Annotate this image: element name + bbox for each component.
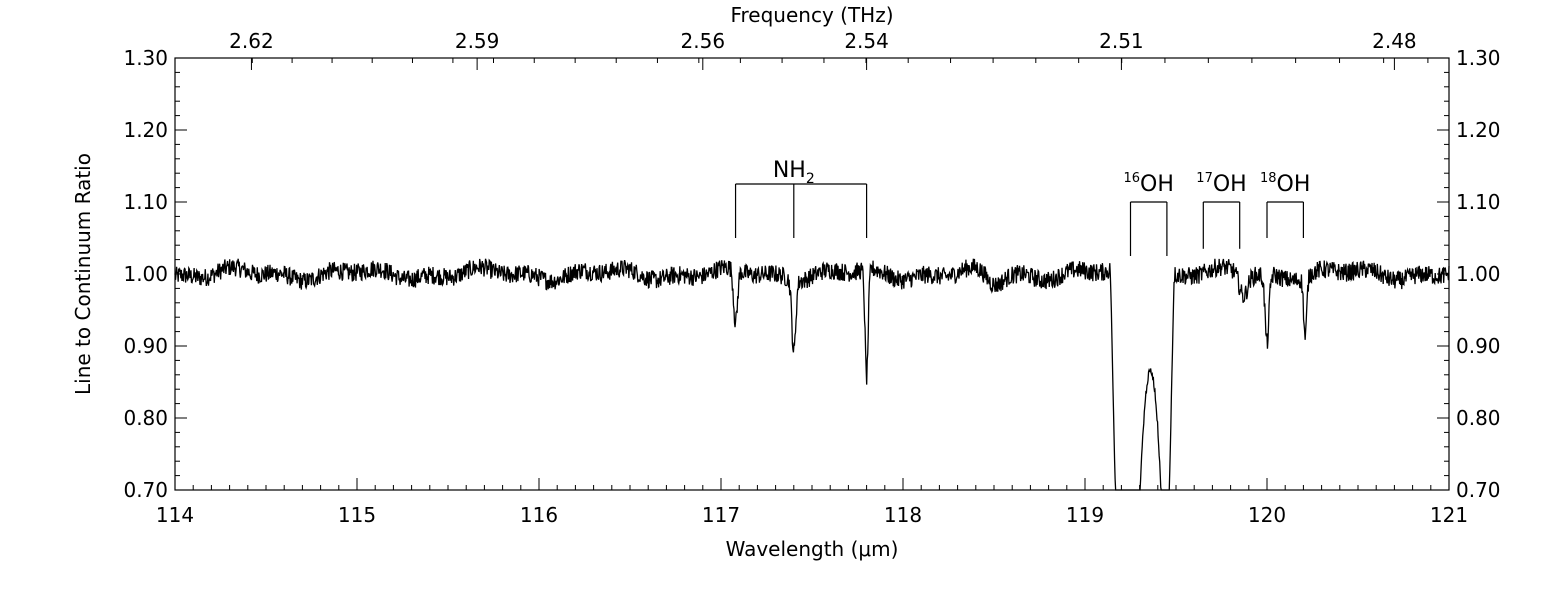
- y-right-tick-label: 1.30: [1456, 46, 1501, 70]
- x-tick-label: 120: [1248, 503, 1286, 527]
- y-left-tick-label: 1.20: [123, 118, 168, 142]
- x-tick-label: 114: [156, 503, 194, 527]
- x-tick-label: 121: [1430, 503, 1468, 527]
- y-right-tick-label: 0.80: [1456, 406, 1501, 430]
- top-tick-label: 2.54: [844, 29, 889, 53]
- top-axis-title: Frequency (THz): [730, 3, 893, 27]
- molecule-label: 16OH: [1123, 171, 1173, 197]
- x-tick-label: 119: [1066, 503, 1104, 527]
- molecule-label: 18OH: [1260, 171, 1310, 197]
- x-axis-title: Wavelength (μm): [726, 537, 899, 561]
- top-tick-label: 2.48: [1372, 29, 1417, 53]
- molecule-label: 17OH: [1196, 171, 1246, 197]
- y-left-tick-label: 0.70: [123, 478, 168, 502]
- y-left-tick-label: 1.10: [123, 190, 168, 214]
- y-right-tick-label: 0.70: [1456, 478, 1501, 502]
- x-tick-label: 116: [520, 503, 558, 527]
- x-tick-label: 115: [338, 503, 376, 527]
- molecule-annotations: NH2 16OH 17OH 18OH: [734, 158, 1310, 256]
- y-left-tick-label: 1.30: [123, 46, 168, 70]
- y-right-tick-label: 0.90: [1456, 334, 1501, 358]
- y-axis-title: Line to Continuum Ratio: [71, 153, 95, 395]
- spectrum-series-line: [174, 258, 1450, 491]
- molecule-label: NH2: [773, 158, 815, 187]
- y-left-tick-label: 1.00: [123, 262, 168, 286]
- y-right-tick-label: 1.00: [1456, 262, 1501, 286]
- top-tick-label: 2.59: [455, 29, 500, 53]
- y-left-tick-label: 0.90: [123, 334, 168, 358]
- x-tick-label: 118: [884, 503, 922, 527]
- x-tick-label: 117: [702, 503, 740, 527]
- top-tick-label: 2.51: [1099, 29, 1144, 53]
- y-right-tick-label: 1.20: [1456, 118, 1501, 142]
- y-left-tick-label: 0.80: [123, 406, 168, 430]
- top-tick-label: 2.62: [229, 29, 274, 53]
- top-tick-label: 2.56: [681, 29, 726, 53]
- y-right-tick-label: 1.10: [1456, 190, 1501, 214]
